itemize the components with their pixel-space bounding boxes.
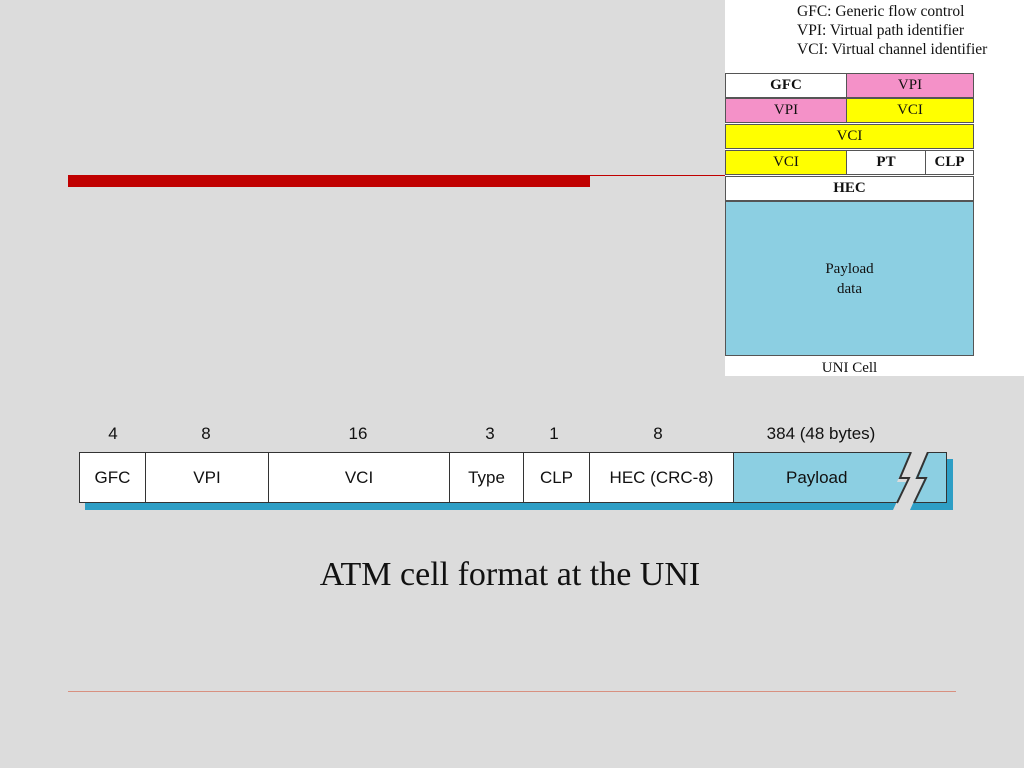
uni-row-5: HEC [725,176,974,201]
uni-cell-figure: GFC: Generic flow control VPI: Virtual p… [725,0,1024,376]
uni-row-1: GFC VPI [725,73,974,98]
legend-vci: VCI: Virtual channel identifier [797,41,988,58]
slide-caption: ATM cell format at the UNI [319,556,701,593]
bit-count-clp: 1 [549,424,559,443]
field-clp: CLP [524,452,590,503]
field-gfc: GFC [79,452,146,503]
title-accent-line [590,175,726,176]
uni-vci-box-3: VCI [725,150,847,175]
field-type: Type [450,452,524,503]
bit-count-type: 3 [485,424,495,443]
legend-vpi: VPI: Virtual path identifier [797,22,965,39]
uni-clp-box: CLP [925,150,974,175]
uni-cell-caption: UNI Cell [821,360,878,376]
uni-payload-line-1: Payload [825,260,874,277]
atm-field-strip: GFC VPI VCI Type CLP HEC (CRC-8) Payload [79,452,947,510]
legend: GFC: Generic flow control VPI: Virtual p… [797,2,987,59]
bit-count-hec: 8 [653,424,663,443]
field-vci: VCI [269,452,450,503]
uni-payload-box: Payload data [725,201,974,356]
payload-break-mark [893,452,929,510]
bit-count-gfc: 4 [108,424,118,443]
uni-row-4: VCI PT CLP [725,150,974,175]
uni-vci-box-2: VCI [725,124,974,149]
uni-payload-line-2: data [837,280,862,297]
field-hec: HEC (CRC-8) [590,452,734,503]
uni-vpi-box-1: VPI [846,73,974,98]
uni-row-2: VPI VCI [725,98,974,123]
field-vpi: VPI [146,452,269,503]
bit-count-vci: 16 [348,424,368,443]
uni-row-payload: Payload data [725,201,974,356]
uni-gfc-box: GFC [725,73,847,98]
footer-divider [68,691,956,692]
bit-count-payload: 384 (48 bytes) [766,424,876,443]
legend-gfc: GFC: Generic flow control [797,3,965,20]
uni-vpi-box-2: VPI [725,98,847,123]
uni-hec-box: HEC [725,176,974,201]
uni-row-3: VCI [725,124,974,149]
title-accent-bar [68,175,590,187]
uni-vci-box-1: VCI [846,98,974,123]
bit-count-vpi: 8 [201,424,211,443]
uni-pt-box: PT [846,150,926,175]
